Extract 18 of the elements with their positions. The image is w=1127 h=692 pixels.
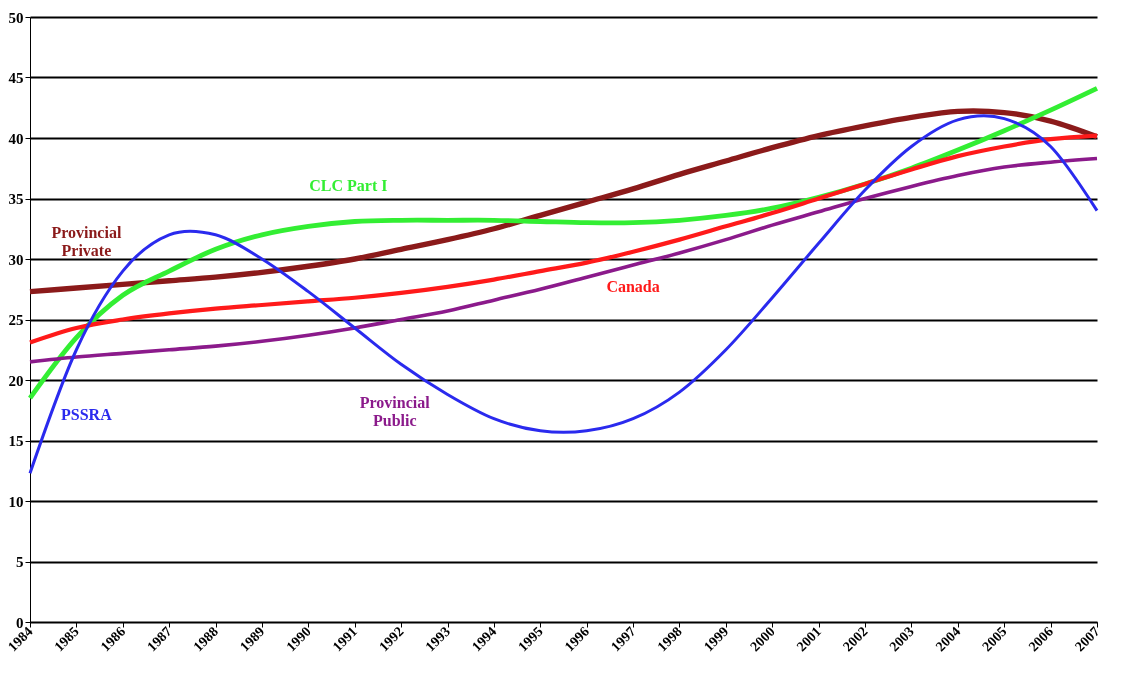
line-series: [28, 156, 1099, 364]
y-tick-label: 25: [8, 312, 24, 328]
line-series: [27, 133, 1100, 345]
text: Provincial Public: [359, 393, 431, 429]
y-tick-label: 30: [8, 251, 24, 268]
y-tick-label: 0: [16, 614, 24, 631]
y-tick-label: 15: [8, 433, 24, 449]
y-tick-label: 5: [16, 554, 24, 570]
y-tick-label: 10: [8, 493, 24, 510]
y-tick-label: 35: [8, 191, 24, 207]
series-label: CLC Part I: [309, 177, 388, 195]
series-label: Provincial Private: [51, 224, 122, 260]
y-tick-label: 45: [8, 70, 24, 86]
series-label: Canada: [606, 277, 660, 295]
series-label: PSSRA: [61, 405, 113, 423]
y-tick-label: 20: [8, 372, 24, 389]
y-tick-label: 50: [8, 9, 24, 26]
y-tick-label: 40: [8, 130, 24, 147]
